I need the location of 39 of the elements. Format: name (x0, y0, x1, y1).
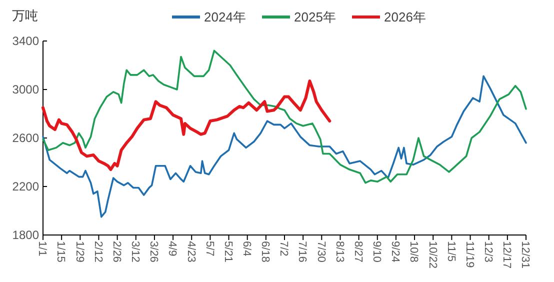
line-series (42, 50, 527, 184)
x-tick-label: 1/29 (73, 241, 86, 262)
y-tick-label: 3000 (12, 82, 40, 97)
x-tick-label: 8/27 (352, 241, 364, 262)
x-tick-label: 4/9 (166, 241, 178, 256)
y-tick-label: 3400 (12, 34, 40, 48)
x-tick-label: 7/16 (296, 241, 308, 262)
x-tick-label: 5/21 (222, 241, 234, 262)
x-tick-label: 3/26 (148, 241, 160, 262)
y-tick-label: 1800 (12, 228, 40, 242)
x-tick-label: 7/30 (314, 241, 327, 262)
legend-label: 2025年 (294, 10, 336, 25)
y-axis-title: 万吨 (12, 8, 38, 23)
x-tick-label: 5/7 (203, 241, 216, 256)
x-tick-label: 9/24 (389, 241, 402, 262)
y-tick-label: 2200 (12, 180, 40, 194)
x-tick-label: 6/18 (259, 241, 272, 262)
x-tick-label: 2/26 (110, 241, 122, 262)
legend-label: 2024年 (204, 10, 246, 25)
line-series (42, 75, 527, 218)
x-tick-label: 12/3 (482, 241, 494, 262)
x-tick-label: 2/12 (92, 241, 104, 262)
x-tick-label: 9/10 (370, 241, 383, 262)
y-tick-label: 2600 (12, 131, 40, 146)
legend-label: 2026年 (384, 10, 426, 25)
x-tick-label: 12/17 (500, 241, 513, 269)
x-tick-label: 1/1 (36, 241, 48, 256)
x-tick-label: 8/13 (333, 241, 346, 262)
x-tick-label: 10/8 (408, 241, 420, 262)
x-tick-label: 1/15 (54, 241, 67, 262)
x-tick-label: 11/5 (444, 241, 457, 262)
line-series (42, 80, 332, 172)
x-tick-label: 11/19 (463, 241, 476, 268)
x-tick-label: 12/31 (519, 241, 532, 269)
x-tick-label: 7/2 (278, 241, 290, 256)
x-tick-label: 10/22 (426, 241, 438, 269)
x-tick-label: 4/23 (184, 241, 197, 262)
x-tick-label: 3/12 (129, 241, 142, 262)
x-tick-label: 6/4 (240, 241, 252, 256)
